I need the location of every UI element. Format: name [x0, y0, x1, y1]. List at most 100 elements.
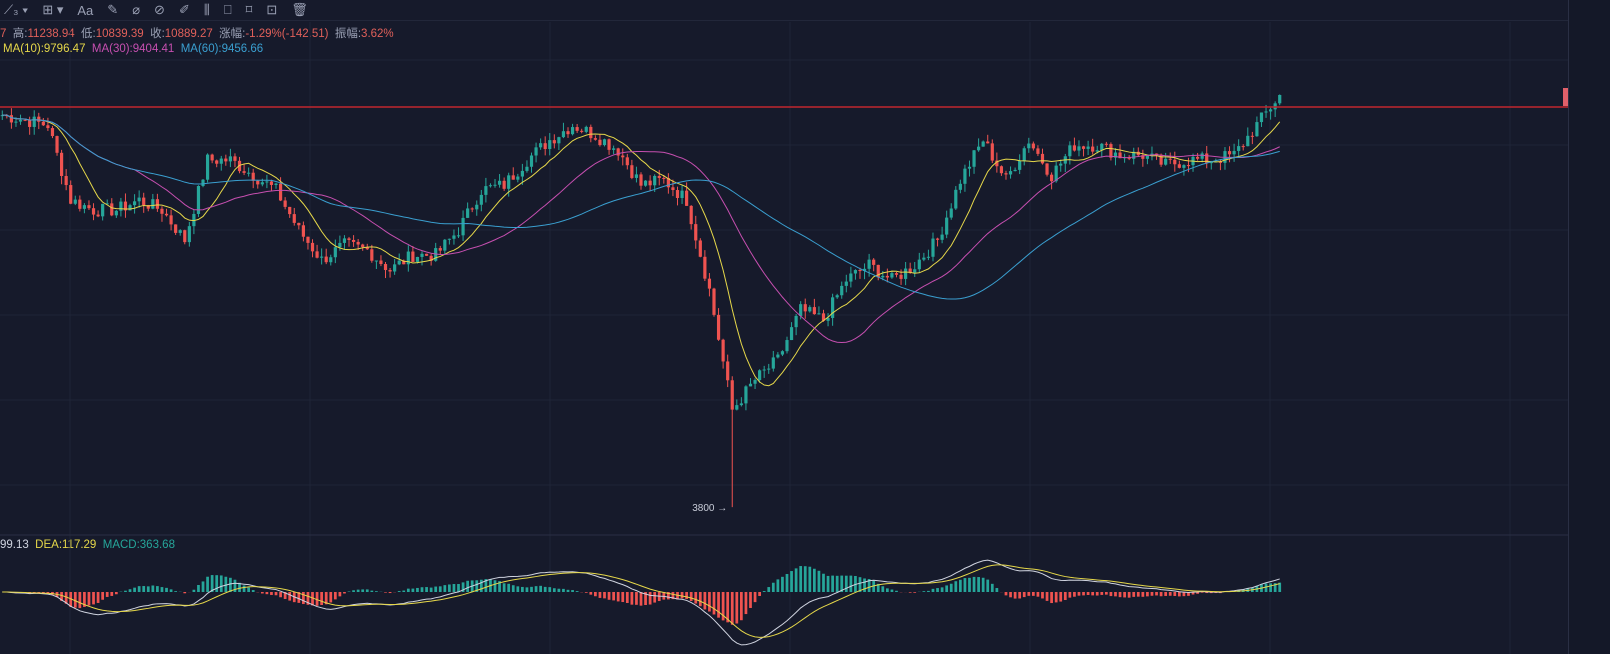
candle-body	[493, 184, 497, 186]
candle-body	[310, 242, 315, 252]
toolbar-tool-3[interactable]: ✎	[107, 2, 119, 17]
candle-body	[958, 183, 962, 190]
candle-body	[570, 127, 575, 135]
candle-body	[776, 354, 780, 358]
candle-body	[201, 179, 205, 187]
candle-body	[712, 288, 716, 315]
candle-body	[643, 180, 648, 186]
candle-body	[1086, 146, 1090, 149]
ma10-label: MA(10):9796.47	[3, 43, 86, 55]
candle-body	[1136, 151, 1140, 156]
candle-body	[785, 340, 789, 352]
toolbar-tool-10[interactable]: ⊡	[266, 2, 278, 17]
candle-body	[1237, 146, 1241, 151]
candle-body	[821, 313, 826, 321]
candle-body	[584, 126, 588, 132]
ohlc-info: 7 高:11238.94 低:10839.39 收:10889.27 涨幅:-1…	[0, 25, 394, 41]
candle-body	[466, 208, 470, 218]
candle-body	[96, 214, 100, 217]
candle-body	[808, 307, 812, 312]
toolbar-tool-6[interactable]: ✐	[178, 2, 190, 17]
candle-body	[461, 217, 465, 236]
last-price-tag	[1563, 88, 1568, 106]
candle-body	[361, 244, 365, 248]
candle-body	[41, 121, 45, 126]
candle-body	[365, 247, 369, 250]
ma30-line	[2, 114, 1280, 344]
candle-body	[297, 222, 301, 226]
candle-body	[1040, 153, 1045, 164]
candle-body	[602, 139, 607, 146]
candle-body	[283, 200, 287, 207]
candle-body	[876, 264, 880, 278]
candle-body	[926, 256, 931, 258]
candle-body	[397, 260, 401, 265]
change-value: -1.29%(-142.51)	[245, 28, 329, 40]
candle-body	[698, 240, 702, 257]
candle-body	[853, 270, 858, 274]
candle-body	[520, 170, 524, 177]
candle-body	[388, 270, 392, 272]
toolbar-tool-2[interactable]: Aa	[77, 2, 94, 18]
toolbar-tool-4[interactable]: ⌀	[132, 2, 141, 17]
candle-body	[826, 317, 830, 321]
candle-body	[685, 190, 689, 206]
candle-body	[935, 238, 940, 240]
candle-body	[1068, 145, 1072, 157]
candle-body	[338, 242, 342, 248]
candle-body	[1045, 163, 1049, 175]
candle-body	[1196, 156, 1200, 159]
candle-body	[516, 176, 520, 180]
candle-body	[1268, 109, 1273, 112]
candle-body	[78, 199, 82, 209]
candle-body	[730, 380, 734, 410]
candle-body	[137, 197, 141, 202]
candle-body	[607, 139, 611, 150]
candle-body	[174, 224, 178, 233]
candle-body	[379, 260, 383, 265]
toolbar-tool-9[interactable]: ⌑	[245, 2, 253, 17]
ma10-line	[2, 114, 1281, 387]
candle-body	[87, 205, 91, 209]
candle-body	[429, 255, 433, 261]
candle-body	[306, 236, 310, 243]
candle-body	[247, 172, 251, 174]
candle-body	[242, 171, 246, 173]
candle-body	[215, 160, 219, 164]
candle-body	[110, 203, 114, 216]
candle-body	[142, 197, 146, 206]
toolbar-tool-0[interactable]: ⟋₃ ▾	[4, 2, 29, 17]
toolbar-tool-7[interactable]: ⫼	[203, 2, 210, 17]
candle-body	[507, 175, 511, 189]
candle-body	[160, 208, 164, 214]
candle-body	[648, 180, 652, 186]
candle-body	[192, 213, 196, 227]
toolbar-tool-1[interactable]: ⊞ ▾	[42, 2, 64, 17]
candle-body	[132, 201, 137, 206]
candle-body	[151, 199, 155, 209]
candle-body	[32, 116, 36, 127]
candlestick-chart[interactable]: 3800 →	[0, 0, 1568, 654]
candle-body	[1159, 154, 1163, 165]
candle-body	[292, 214, 296, 223]
candle-body	[415, 256, 420, 262]
candle-body	[748, 383, 753, 387]
candle-body	[1091, 146, 1095, 152]
candle-body	[625, 157, 629, 166]
candle-body	[872, 259, 876, 265]
candle-body	[1100, 143, 1104, 151]
candle-body	[452, 235, 456, 239]
toolbar-tool-8[interactable]: ⎕	[223, 2, 232, 17]
candle-body	[210, 154, 214, 161]
candle-body	[630, 165, 634, 178]
candle-body	[1164, 158, 1168, 165]
candle-body	[479, 194, 483, 205]
candle-body	[689, 205, 693, 225]
toolbar-tool-5[interactable]: ⊘	[154, 2, 165, 17]
candle-body	[424, 253, 429, 256]
toolbar-tool-11[interactable]: 🗑	[291, 2, 308, 17]
close-value: 10889.27	[164, 28, 213, 40]
candle-body	[931, 238, 935, 257]
price-axis[interactable]	[1568, 0, 1610, 654]
candle-body	[598, 139, 602, 146]
